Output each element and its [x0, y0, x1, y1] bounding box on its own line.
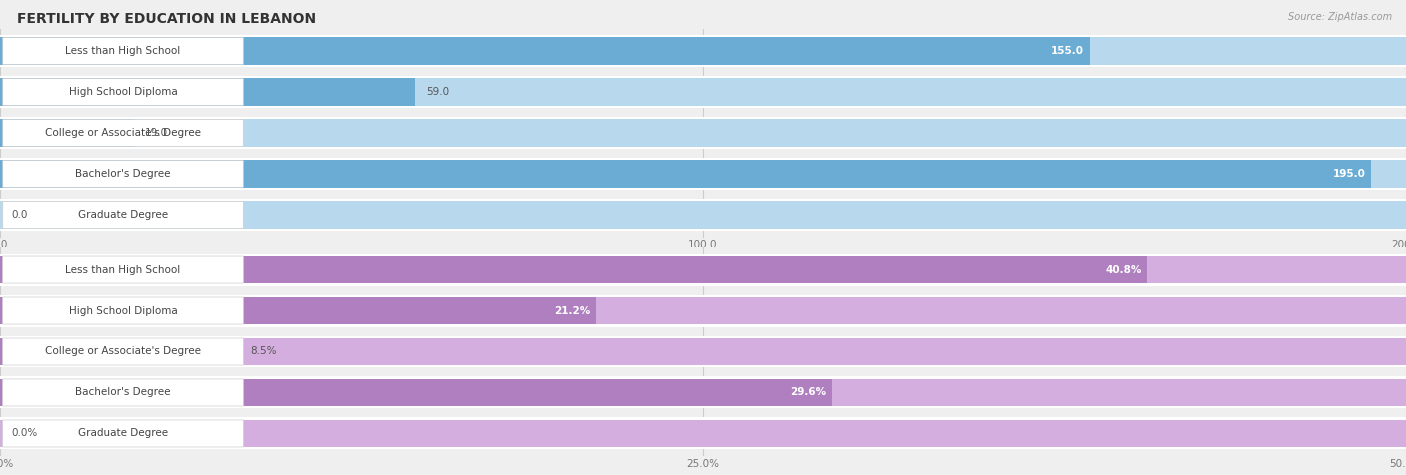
Bar	[0, 78, 415, 106]
FancyBboxPatch shape	[3, 161, 243, 188]
FancyBboxPatch shape	[3, 420, 243, 447]
Text: 59.0: 59.0	[426, 87, 449, 97]
Text: 0.0: 0.0	[11, 210, 28, 220]
Text: 19.0: 19.0	[145, 128, 167, 138]
Bar	[0, 201, 1406, 229]
Bar	[0, 160, 1371, 188]
Text: High School Diploma: High School Diploma	[69, 87, 177, 97]
Bar	[0, 296, 596, 324]
Bar	[0, 256, 1406, 284]
Bar	[0, 335, 1406, 368]
Bar	[0, 158, 1406, 190]
Bar	[0, 379, 1406, 407]
FancyBboxPatch shape	[3, 256, 243, 283]
FancyBboxPatch shape	[3, 297, 243, 324]
FancyBboxPatch shape	[3, 120, 243, 146]
Text: High School Diploma: High School Diploma	[69, 305, 177, 315]
Bar	[0, 296, 1406, 324]
Text: FERTILITY BY EDUCATION IN LEBANON: FERTILITY BY EDUCATION IN LEBANON	[17, 12, 316, 26]
Text: 40.8%: 40.8%	[1105, 265, 1142, 275]
Text: Source: ZipAtlas.com: Source: ZipAtlas.com	[1288, 12, 1392, 22]
Text: 0.0%: 0.0%	[11, 428, 38, 438]
Text: 21.2%: 21.2%	[554, 305, 591, 315]
Bar	[0, 377, 1406, 408]
Text: 8.5%: 8.5%	[250, 346, 277, 357]
Bar	[0, 160, 1406, 188]
Text: 195.0: 195.0	[1333, 169, 1365, 179]
Text: Graduate Degree: Graduate Degree	[77, 428, 169, 438]
FancyBboxPatch shape	[3, 78, 243, 105]
Text: College or Associate's Degree: College or Associate's Degree	[45, 128, 201, 138]
Bar	[0, 418, 1406, 449]
Bar	[0, 35, 1406, 67]
Bar	[0, 338, 1406, 365]
Text: 29.6%: 29.6%	[790, 388, 827, 398]
Text: 155.0: 155.0	[1052, 46, 1084, 56]
Bar	[0, 37, 1406, 65]
Bar	[0, 119, 1406, 147]
Bar	[0, 379, 832, 407]
Bar	[0, 117, 1406, 149]
FancyBboxPatch shape	[3, 379, 243, 406]
Text: Graduate Degree: Graduate Degree	[77, 210, 169, 220]
Bar	[0, 199, 1406, 231]
Bar	[0, 254, 1406, 285]
FancyBboxPatch shape	[3, 38, 243, 65]
Text: Less than High School: Less than High School	[66, 46, 180, 56]
Bar	[0, 76, 1406, 108]
FancyBboxPatch shape	[3, 201, 243, 228]
Text: College or Associate's Degree: College or Associate's Degree	[45, 346, 201, 357]
Bar	[0, 256, 1147, 284]
Bar	[0, 37, 1090, 65]
Bar	[0, 78, 1406, 106]
Text: Bachelor's Degree: Bachelor's Degree	[76, 169, 170, 179]
FancyBboxPatch shape	[3, 338, 243, 365]
Bar	[0, 338, 239, 365]
Text: Bachelor's Degree: Bachelor's Degree	[76, 388, 170, 398]
Bar	[0, 119, 134, 147]
Text: Less than High School: Less than High School	[66, 265, 180, 275]
Bar	[0, 419, 1406, 447]
Bar	[0, 294, 1406, 326]
